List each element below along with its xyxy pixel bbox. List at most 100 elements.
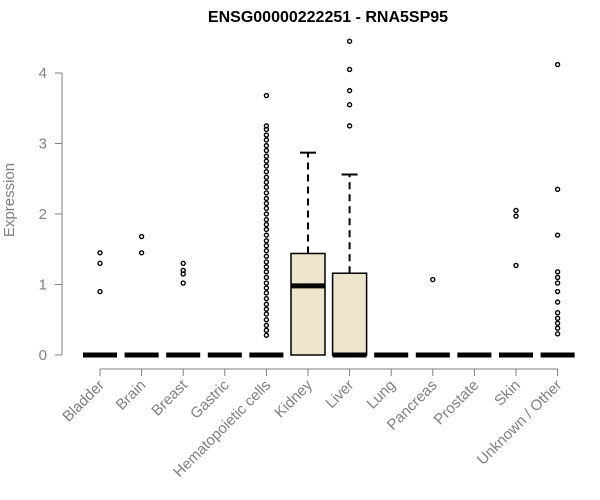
y-tick-label: 4 xyxy=(39,65,47,82)
x-tick-label: Breast xyxy=(148,376,191,419)
outlier-point xyxy=(263,317,270,323)
outlier-point xyxy=(263,226,270,233)
chart-title: ENSG00000222251 - RNA5SP95 xyxy=(208,9,448,26)
outlier-point xyxy=(138,250,145,256)
outlier-point xyxy=(263,332,270,338)
x-tick-label: Lung xyxy=(363,377,399,413)
outlier-point xyxy=(263,306,270,312)
outlier-point xyxy=(263,200,270,207)
outlier-point xyxy=(263,295,270,302)
outlier-point xyxy=(263,285,270,291)
outlier-point xyxy=(263,92,270,99)
outlier-point xyxy=(554,315,561,322)
x-tick-label: Prostate xyxy=(431,377,483,429)
outlier-point xyxy=(263,280,270,286)
outlier-point xyxy=(346,123,353,129)
outlier-point xyxy=(263,327,270,334)
x-tick-label: Bladder xyxy=(59,377,108,426)
outlier-point xyxy=(263,147,270,154)
outlier-point xyxy=(430,276,436,283)
outlier-point xyxy=(263,238,270,244)
outlier-point xyxy=(554,280,561,286)
outlier-point xyxy=(263,142,270,149)
outlier-point xyxy=(97,250,103,256)
x-tick-label: Liver xyxy=(322,377,357,412)
outlier-point xyxy=(346,38,353,44)
outlier-point xyxy=(97,260,103,267)
outlier-point xyxy=(263,205,270,212)
x-tick-label: Skin xyxy=(491,377,524,410)
outlier-point xyxy=(180,280,186,286)
outlier-point xyxy=(263,168,270,175)
outlier-point xyxy=(263,232,270,238)
outlier-point xyxy=(346,102,353,108)
outlier-point xyxy=(346,66,353,73)
outlier-point xyxy=(513,213,519,219)
outlier-point xyxy=(263,274,270,281)
outlier-point xyxy=(138,233,145,240)
outlier-point xyxy=(263,137,270,143)
box-group xyxy=(249,92,284,358)
outlier-point xyxy=(263,243,270,249)
box-group xyxy=(540,61,575,358)
outlier-point xyxy=(263,264,270,270)
outlier-point xyxy=(554,61,561,68)
outlier-point xyxy=(263,216,270,223)
outlier-point xyxy=(263,290,270,296)
outlier-point xyxy=(554,325,561,331)
y-tick-label: 1 xyxy=(39,277,47,294)
outlier-point xyxy=(346,87,353,94)
outlier-point xyxy=(554,269,561,275)
outlier-point xyxy=(263,247,270,254)
outlier-point xyxy=(554,331,561,337)
x-tick-label: Kidney xyxy=(271,376,316,421)
box-group xyxy=(124,233,159,358)
outlier-point xyxy=(263,174,270,181)
box-group xyxy=(499,207,533,358)
outlier-point xyxy=(554,288,561,295)
box-group xyxy=(331,38,368,358)
y-tick-label: 0 xyxy=(39,347,47,364)
outlier-point xyxy=(554,232,561,238)
outlier-point xyxy=(263,153,270,159)
outlier-point xyxy=(97,288,103,295)
outlier-point xyxy=(263,195,270,202)
y-axis-title: Expression xyxy=(1,163,18,237)
outlier-point xyxy=(263,322,270,329)
outlier-point xyxy=(263,301,270,307)
box-group xyxy=(290,151,326,356)
outlier-point xyxy=(180,260,186,267)
outlier-point xyxy=(554,299,561,305)
outlier-point xyxy=(554,186,561,193)
outlier-point xyxy=(263,158,270,164)
outlier-point xyxy=(263,211,270,217)
outlier-point xyxy=(513,207,519,214)
y-tick-label: 3 xyxy=(39,136,47,153)
outlier-point xyxy=(263,184,270,190)
outlier-point xyxy=(513,262,519,269)
box-iqr xyxy=(290,252,326,356)
box-group xyxy=(415,276,450,358)
outlier-point xyxy=(263,269,270,275)
box-group xyxy=(83,250,117,358)
outlier-point xyxy=(263,259,270,265)
outlier-point xyxy=(263,163,270,169)
outlier-point xyxy=(263,179,270,185)
x-tick-label: Brain xyxy=(113,377,150,414)
y-axis: 0 1 2 3 4 xyxy=(39,65,63,364)
outlier-point xyxy=(554,310,561,316)
box-iqr xyxy=(331,272,368,356)
y-tick-label: 2 xyxy=(39,206,47,223)
outlier-point xyxy=(263,190,270,196)
outlier-point xyxy=(180,267,186,274)
outlier-point xyxy=(554,320,561,326)
outlier-point xyxy=(263,311,270,317)
outlier-point xyxy=(263,253,270,259)
outlier-point xyxy=(263,221,270,228)
outlier-point xyxy=(263,123,270,129)
plot-area xyxy=(83,38,575,358)
outlier-point xyxy=(263,132,270,138)
box-group xyxy=(166,260,201,358)
